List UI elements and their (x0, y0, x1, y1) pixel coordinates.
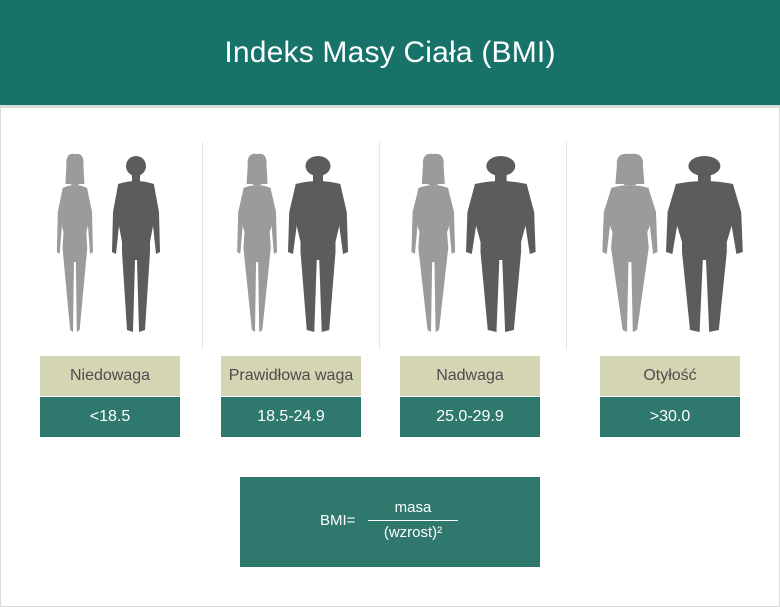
male-figure-icon (112, 156, 160, 332)
formula-numerator: masa (394, 499, 432, 516)
column-divider (202, 142, 203, 350)
category-range-underweight: <18.5 (40, 397, 180, 437)
category-label-normal: Prawidłowa waga (221, 356, 361, 396)
female-figure-icon (237, 153, 278, 332)
category-range-obesity: >30.0 (600, 397, 740, 437)
male-figure-icon (288, 156, 348, 332)
male-figure-icon (466, 156, 536, 332)
category-label-underweight: Niedowaga (40, 356, 180, 396)
category-range-normal: 18.5-24.9 (221, 397, 361, 437)
category-label-overweight: Nadwaga (400, 356, 540, 396)
male-figure-icon (666, 156, 743, 332)
column-divider (379, 142, 380, 350)
formula-denominator: (wzrost)² (383, 524, 443, 541)
obesity-figures (602, 153, 743, 332)
header: Indeks Masy Ciała (BMI) (0, 0, 780, 108)
category-label-obesity: Otyłość (600, 356, 740, 396)
normal-weight-figures (237, 153, 348, 332)
bmi-formula-box: BMI= masa (wzrost)² (240, 477, 540, 567)
column-divider (566, 142, 567, 350)
fraction-bar (368, 520, 458, 521)
underweight-figures (56, 153, 160, 332)
category-range-overweight: 25.0-29.9 (400, 397, 540, 437)
female-figure-icon (411, 153, 456, 332)
page-title: Indeks Masy Ciała (BMI) (224, 35, 556, 69)
formula-lhs: BMI= (320, 512, 356, 529)
overweight-figures (411, 153, 536, 332)
female-figure-icon (56, 153, 93, 332)
female-figure-icon (602, 153, 658, 332)
